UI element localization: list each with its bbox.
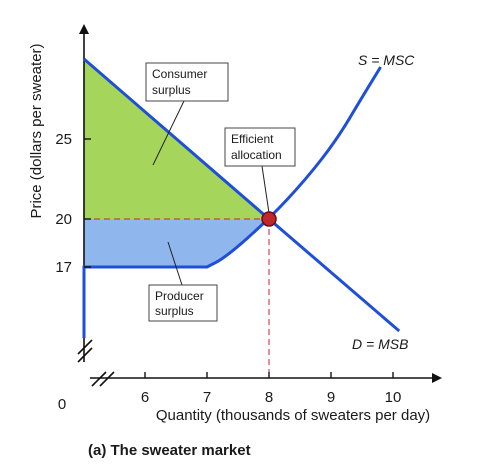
producer-surplus-area xyxy=(84,219,269,267)
efficient-allocation-leader xyxy=(261,165,270,214)
consumer-surplus-callout-line-2: surplus xyxy=(152,83,191,97)
axis-break-marks xyxy=(77,339,115,387)
y-axis-title: Price (dollars per sweater) xyxy=(28,43,45,218)
axis-break-stroke xyxy=(77,347,93,363)
consumer-surplus-callout: Consumer surplus xyxy=(145,62,229,102)
origin-label: 0 xyxy=(58,396,66,413)
x-tick-label: 9 xyxy=(327,389,335,406)
producer-surplus-callout-line-2: surplus xyxy=(155,304,194,318)
x-tick-label: 7 xyxy=(203,389,211,406)
consumer-surplus-leader xyxy=(152,100,185,166)
demand-curve-label: D = MSB xyxy=(352,336,408,352)
producer-surplus-callout: Producer surplus xyxy=(148,284,218,322)
x-tick-label: 6 xyxy=(141,389,149,406)
efficient-allocation-callout-line-2: allocation xyxy=(231,148,282,162)
axis-break-stroke xyxy=(99,371,115,387)
y-tick-label: 20 xyxy=(55,211,72,228)
y-tick-label: 25 xyxy=(55,131,72,148)
efficient-allocation-callout: Efficient allocation xyxy=(224,127,296,167)
chart-caption: (a) The sweater market xyxy=(88,442,251,459)
efficient-allocation-callout-line-1: Efficient xyxy=(231,132,274,146)
x-axis-ticks: 6 7 8 9 10 xyxy=(141,372,402,406)
axis-break-stroke xyxy=(91,371,107,387)
producer-surplus-callout-line-1: Producer xyxy=(155,289,204,303)
consumer-surplus-callout-line-1: Consumer xyxy=(152,67,207,81)
x-tick-label: 8 xyxy=(265,389,273,406)
producer-surplus-leader xyxy=(167,241,183,286)
supply-curve xyxy=(82,66,382,338)
x-axis-title: Quantity (thousands of sweaters per day) xyxy=(156,407,430,424)
supply-curve-label: S = MSC xyxy=(358,52,415,68)
y-tick-label: 17 xyxy=(55,259,72,276)
x-tick-label: 10 xyxy=(385,389,402,406)
y-axis-ticks: 17 20 25 xyxy=(55,131,91,276)
equilibrium-point xyxy=(261,211,277,227)
axis-break-stroke xyxy=(77,339,93,355)
